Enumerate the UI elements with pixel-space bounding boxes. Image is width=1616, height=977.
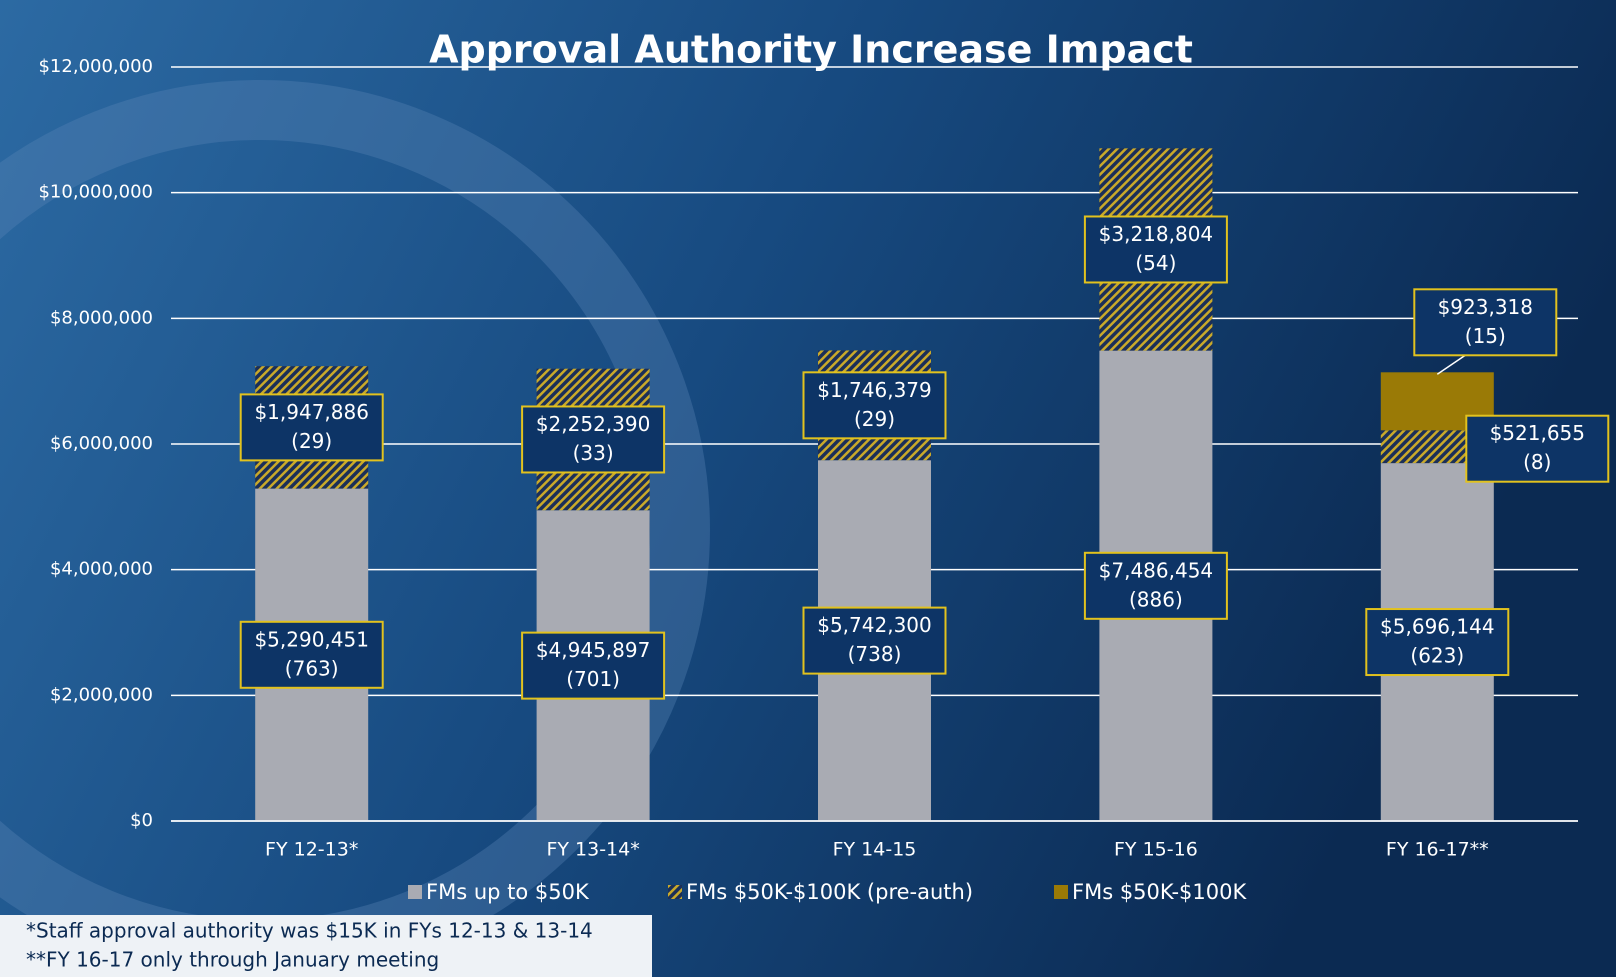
data-label: $1,746,379 xyxy=(817,378,932,402)
data-label-count: (29) xyxy=(854,407,895,431)
data-label: $923,318 xyxy=(1438,295,1533,319)
data-label-count: (8) xyxy=(1523,450,1551,474)
data-label-count: (738) xyxy=(848,642,902,666)
data-label-count: (763) xyxy=(285,656,339,680)
legend-label: FMs $50K-$100K xyxy=(1072,880,1247,904)
data-label-count: (33) xyxy=(573,441,614,465)
background xyxy=(0,0,1616,977)
data-label: $7,486,454 xyxy=(1099,558,1214,582)
y-tick-label: $0 xyxy=(130,810,153,831)
x-tick-label: FY 14-15 xyxy=(833,839,917,861)
data-label: $2,252,390 xyxy=(536,412,651,436)
chart: Approval Authority Increase Impact *Staf… xyxy=(0,0,1616,977)
x-tick-label: FY 16-17** xyxy=(1386,839,1489,861)
y-tick-label: $10,000,000 xyxy=(38,182,153,203)
data-label: $1,947,886 xyxy=(254,400,369,424)
y-tick-label: $4,000,000 xyxy=(50,559,153,580)
y-tick-label: $6,000,000 xyxy=(50,433,153,454)
x-tick-label: FY 12-13* xyxy=(265,839,358,861)
legend-swatch xyxy=(1054,885,1068,899)
legend-label: FMs up to $50K xyxy=(426,880,590,904)
note: *Staff approval authority was $15K in FY… xyxy=(26,919,593,943)
data-label-count: (701) xyxy=(566,667,620,691)
data-label: $3,218,804 xyxy=(1099,222,1214,246)
y-tick-label: $2,000,000 xyxy=(50,684,153,705)
data-label: $4,945,897 xyxy=(536,638,651,662)
data-label: $5,742,300 xyxy=(817,613,932,637)
x-tick-label: FY 15-16 xyxy=(1114,839,1198,861)
data-label-count: (15) xyxy=(1465,324,1506,348)
data-label: $5,290,451 xyxy=(254,627,369,651)
note: **FY 16-17 only through January meeting xyxy=(26,948,439,972)
data-label-count: (623) xyxy=(1410,644,1464,668)
data-label-count: (54) xyxy=(1135,251,1176,275)
y-tick-label: $12,000,000 xyxy=(38,56,153,77)
legend-swatch xyxy=(408,885,422,899)
data-label-count: (29) xyxy=(291,429,332,453)
chart-title: Approval Authority Increase Impact xyxy=(429,28,1193,72)
data-label: $5,696,144 xyxy=(1380,615,1495,639)
y-tick-label: $8,000,000 xyxy=(50,307,153,328)
data-label: $521,655 xyxy=(1490,421,1585,445)
legend-swatch xyxy=(668,885,682,899)
data-label-count: (886) xyxy=(1129,587,1183,611)
legend-label: FMs $50K-$100K (pre-auth) xyxy=(686,880,973,904)
x-tick-label: FY 13-14* xyxy=(546,839,639,861)
